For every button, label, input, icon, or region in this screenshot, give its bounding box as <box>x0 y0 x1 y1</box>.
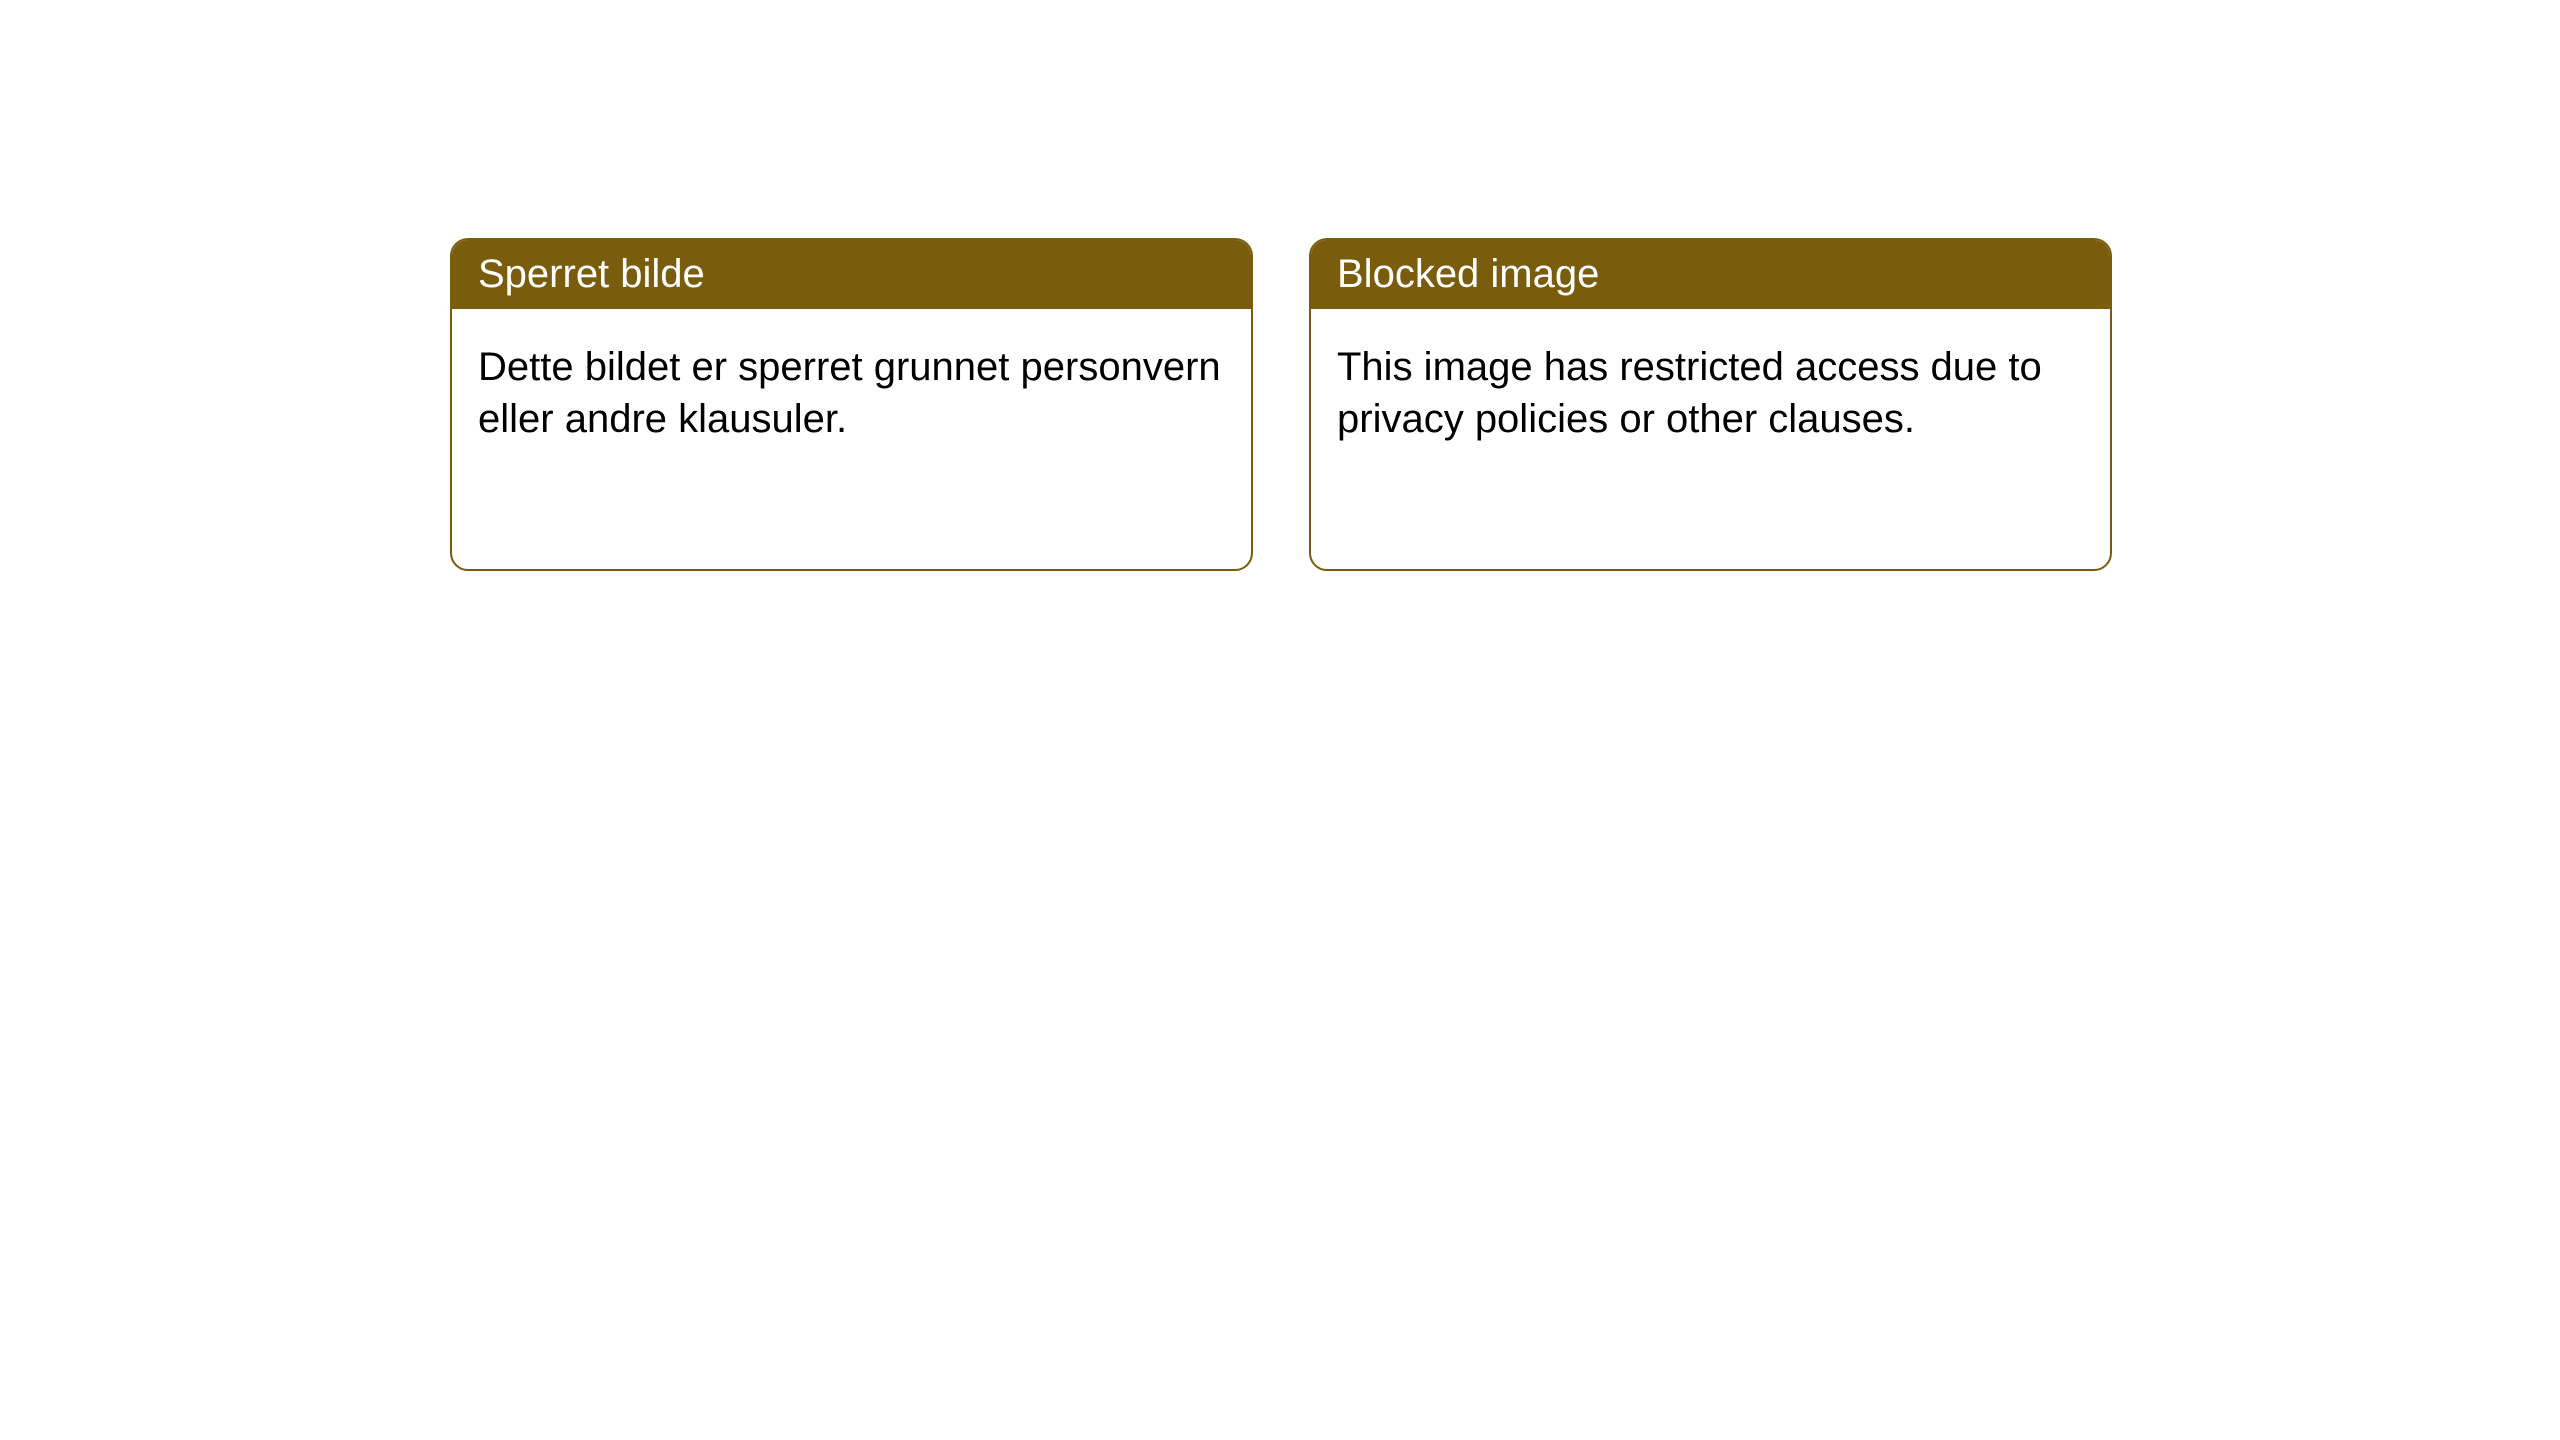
card-header: Sperret bilde <box>452 240 1251 309</box>
blocked-image-card-en: Blocked image This image has restricted … <box>1309 238 2112 571</box>
card-body-text: This image has restricted access due to … <box>1337 345 2042 441</box>
card-body-text: Dette bildet er sperret grunnet personve… <box>478 345 1221 441</box>
card-body: This image has restricted access due to … <box>1311 309 2110 477</box>
cards-container: Sperret bilde Dette bildet er sperret gr… <box>0 0 2560 571</box>
card-title: Blocked image <box>1337 252 1599 296</box>
blocked-image-card-no: Sperret bilde Dette bildet er sperret gr… <box>450 238 1253 571</box>
card-body: Dette bildet er sperret grunnet personve… <box>452 309 1251 477</box>
card-header: Blocked image <box>1311 240 2110 309</box>
card-title: Sperret bilde <box>478 252 705 296</box>
